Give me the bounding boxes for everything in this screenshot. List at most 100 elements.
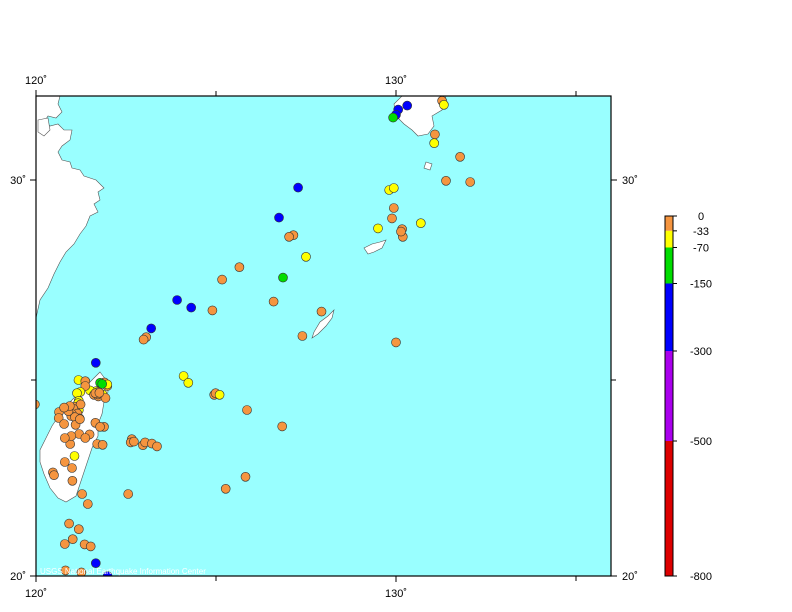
earthquake-point-intermediate <box>373 223 383 234</box>
ocean-area <box>36 96 611 576</box>
earthquake-point-shallow <box>123 489 133 499</box>
earthquake-point-shallow <box>388 203 399 213</box>
earthquake-point-shallow <box>74 524 84 535</box>
earthquake-point-shallow <box>465 177 476 187</box>
earthquake-point-shallow <box>138 334 149 345</box>
earthquake-point-shallow <box>60 539 70 549</box>
earthquake-point-shallow <box>443 74 452 83</box>
amami-island <box>363 239 387 255</box>
earthquake-point-shallow <box>129 436 139 447</box>
earthquake-point-shallow <box>284 232 294 242</box>
earthquake-point-shallow <box>67 475 78 486</box>
legend-label: -33 <box>693 226 709 238</box>
bottom-tick-label-120: 120˚ <box>25 588 47 600</box>
map-frame <box>35 95 612 577</box>
earthquake-point-shallow <box>59 419 69 429</box>
frame-ticks <box>30 90 617 582</box>
earthquake-point-intermediate <box>388 183 399 193</box>
legend-label: -150 <box>690 279 712 291</box>
earthquake-point-deep <box>274 212 284 223</box>
legend-band <box>665 283 673 351</box>
earthquake-point-shallow <box>64 518 74 529</box>
legend-band <box>665 230 673 248</box>
legend-label: -300 <box>690 346 712 358</box>
earthquake-point-shallow <box>95 421 105 432</box>
earthquake-point-intermediate <box>214 389 225 400</box>
earthquake-point-intermediate <box>183 377 194 388</box>
earthquake-point-shallow <box>396 226 406 237</box>
earthquake-point-shallow <box>391 337 401 348</box>
earthquake-point-shallow <box>217 274 227 285</box>
earthquake-point-shallow <box>316 306 327 317</box>
earthquake-point-deep <box>172 295 182 305</box>
earthquake-point-deep <box>91 357 101 368</box>
earthquake-point-shallow <box>242 405 252 415</box>
map-credit: USGS National Earthquake Information Cen… <box>40 567 206 576</box>
legend-frame <box>664 215 674 577</box>
legend-label: -500 <box>690 436 712 448</box>
earthquake-point-shallow <box>234 262 245 273</box>
earthquake-point-shallow <box>207 305 218 316</box>
earthquake-point-shallow <box>455 152 465 162</box>
earthquake-point-shallow <box>268 296 279 307</box>
earthquake-point-deep <box>91 558 101 569</box>
legend-label: -70 <box>693 243 709 255</box>
right-tick-label-30: 30˚ <box>622 175 638 187</box>
earthquake-point-intermediate <box>415 218 426 228</box>
earthquake-point-shallow <box>67 534 78 545</box>
earthquake-point-shallow <box>77 489 87 499</box>
earthquake-point-shallow <box>60 565 71 576</box>
earthquake-point-shallow <box>60 457 70 467</box>
legend-label: -800 <box>690 571 712 583</box>
earthquake-point-deep <box>146 323 156 334</box>
earthquake-points <box>36 74 476 576</box>
earthquake-point-shallow <box>387 213 397 224</box>
earthquake-point-shallow <box>277 421 288 432</box>
earthquake-point-shallow <box>36 399 40 410</box>
bottom-tick-label-130: 130˚ <box>385 588 407 600</box>
earthquake-point-deep <box>102 571 113 576</box>
legend-band <box>665 216 673 231</box>
earthquake-point-shallow <box>407 76 416 85</box>
earthquake-point-shallow <box>441 176 451 186</box>
right-tick-label-20: 20˚ <box>622 571 638 583</box>
earthquake-point-shallow <box>49 470 59 481</box>
earthquake-point-intermediate <box>301 251 311 262</box>
tanegashima-island <box>423 161 433 171</box>
earthquake-point-shallow <box>83 499 93 509</box>
earthquake-point-intermediate <box>178 371 189 381</box>
legend-band <box>665 441 673 576</box>
earthquake-point-shallow <box>76 567 87 576</box>
earthquake-point-shallow <box>75 414 85 425</box>
earthquake-point-shallow <box>67 463 77 473</box>
earthquake-point-shallow <box>220 483 231 494</box>
earthquake-point-mid <box>388 112 398 123</box>
earthquake-point-shallow <box>53 413 64 423</box>
earthquake-point-shallow <box>80 433 91 443</box>
earthquake-point-shallow <box>59 402 69 413</box>
earthquake-point-shallow <box>297 331 308 341</box>
legend-band <box>665 247 673 284</box>
earthquake-point-shallow <box>152 441 162 452</box>
earthquake-point-mid <box>278 272 288 283</box>
earthquake-point-mid <box>97 379 107 389</box>
earthquake-point-shallow <box>85 541 96 552</box>
legend-band <box>665 351 673 441</box>
earthquake-point-shallow <box>75 399 86 410</box>
earthquake-point-intermediate <box>69 451 80 461</box>
okinawa-island <box>311 309 335 339</box>
earthquake-point-deep <box>186 302 196 313</box>
earthquake-point-intermediate <box>439 100 449 110</box>
left-tick-label-30: 30˚ <box>10 175 26 187</box>
legend-label: 0 <box>698 211 704 223</box>
earthquake-point-shallow <box>94 387 105 398</box>
earthquake-point-deep <box>402 100 413 111</box>
earthquake-point-shallow <box>240 471 251 482</box>
earthquake-point-shallow <box>97 439 108 450</box>
earthquake-point-intermediate <box>439 82 448 91</box>
legend-color-bar <box>665 216 673 576</box>
top-tick-label-130: 130˚ <box>385 75 407 87</box>
legend-labels: 0 -33 -70 -150 -300 -500 -800 <box>673 211 712 583</box>
earthquake-point-shallow <box>60 433 70 443</box>
